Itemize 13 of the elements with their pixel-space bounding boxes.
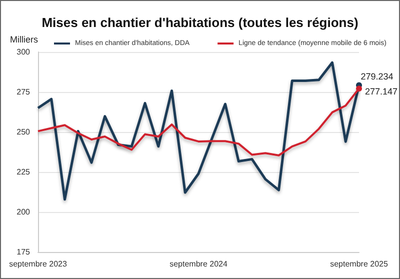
y-tick-label: 175: [16, 248, 31, 256]
x-tick-label: septembre 2024: [170, 260, 228, 268]
y-tick-label: 250: [16, 128, 31, 136]
x-tick-label: septembre 2025: [330, 260, 388, 268]
data-label: 277.147: [365, 86, 398, 97]
chart-title: Mises en chantier d'habitations (toutes les régions): [42, 15, 358, 30]
y-tick-label: 200: [16, 208, 31, 216]
y-tick-label: 275: [16, 88, 31, 96]
data-label: 279.234: [360, 72, 394, 82]
x-tick-label: septembre 2023: [9, 260, 68, 268]
y-tick-label: 225: [16, 168, 31, 176]
y-tick-label: 300: [16, 48, 31, 56]
y-axis-title: Milliers: [10, 34, 38, 44]
